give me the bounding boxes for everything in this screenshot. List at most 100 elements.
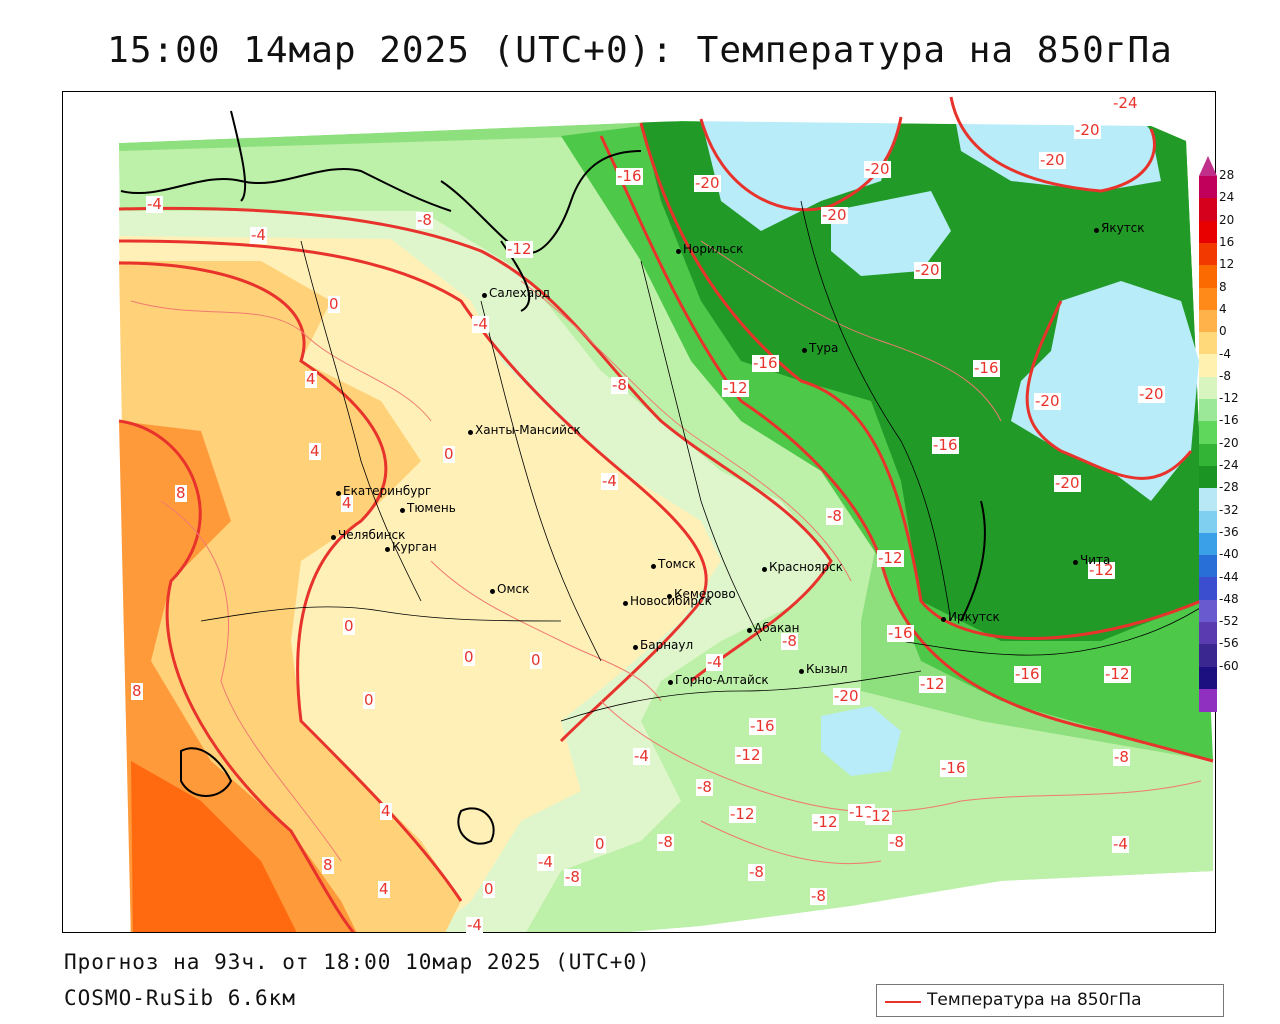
isotherm-label: -4 (706, 653, 723, 671)
colorbar-top-arrow (1199, 156, 1217, 176)
isotherm-label: -4 (146, 195, 163, 213)
legend: Температура на 850гПа (876, 984, 1224, 1017)
city-marker (1073, 560, 1078, 565)
city-marker (331, 535, 336, 540)
legend-label: Температура на 850гПа (927, 990, 1142, 1010)
isotherm-label: -12 (506, 240, 533, 258)
city-marker (941, 617, 946, 622)
isotherm-label: 0 (483, 880, 495, 898)
isotherm-label: -8 (781, 632, 798, 650)
city-label: Екатеринбург (343, 484, 432, 498)
colorbar-tick-label: -32 (1219, 502, 1239, 517)
isotherm-label: 4 (305, 370, 317, 388)
isotherm-label: 4 (378, 880, 390, 898)
isotherm-label: -20 (821, 206, 848, 224)
city-label: Тура (809, 341, 839, 355)
colorbar-tick-label: -36 (1219, 524, 1239, 539)
temperature-map (63, 92, 1215, 932)
city-marker (633, 645, 638, 650)
city-label: Иркутск (948, 610, 1000, 624)
city-label: Абакан (754, 621, 800, 635)
city-label: Ханты-Мансийск (475, 423, 581, 437)
isotherm-label: -4 (1112, 835, 1129, 853)
colorbar-segment (1199, 555, 1217, 578)
city-label: Якутск (1101, 221, 1145, 235)
outside-domain-bottom (629, 871, 1215, 932)
city-marker (1094, 228, 1099, 233)
city-label: Челябинск (338, 528, 406, 542)
colorbar-tick-label: 28 (1219, 168, 1235, 183)
isotherm-label: -20 (1034, 392, 1061, 410)
isotherm-label: -20 (914, 261, 941, 279)
isotherm-label: -20 (1138, 385, 1165, 403)
colorbar-segment (1199, 510, 1217, 534)
isotherm-label: -8 (748, 863, 765, 881)
admin-borders (200, 200, 1212, 722)
colorbar-tick-label: 0 (1219, 324, 1227, 339)
colorbar-tick-label: 16 (1219, 235, 1235, 250)
isotherm-label: -12 (722, 379, 749, 397)
isotherm-label: 4 (341, 494, 353, 512)
city-label: Кызыл (806, 662, 848, 676)
isotherm-label: 0 (443, 445, 455, 463)
isotherm-label: 4 (380, 802, 392, 820)
zone-minus16 (641, 121, 1201, 641)
isotherm-label: -16 (973, 359, 1000, 377)
city-label: Чита (1080, 553, 1111, 567)
colorbar-segment (1199, 265, 1217, 288)
isotherms-major (118, 96, 1214, 932)
isotherm-label: -12 (1104, 665, 1131, 683)
zone-minus20-a (701, 116, 901, 231)
isotherm-label: -4 (601, 472, 618, 490)
colorbar-tick-label: -20 (1219, 435, 1239, 450)
city-label: Омск (497, 582, 530, 596)
isotherm-label: 0 (463, 648, 475, 666)
colorbar-tick-label: -60 (1219, 658, 1239, 673)
city-label: Тюмень (407, 501, 456, 515)
colorbar-segment (1199, 376, 1217, 400)
colorbar-tick-label: -8 (1219, 368, 1231, 383)
colorbar-segment (1199, 287, 1217, 311)
isotherm-label: -12 (865, 807, 892, 825)
city-label: Барнаул (640, 638, 694, 652)
city-marker (490, 589, 495, 594)
isotherm-label: -20 (833, 687, 860, 705)
city-label: Горно-Алтайск (675, 673, 769, 687)
colorbar-segment (1199, 220, 1217, 244)
city-marker (468, 430, 473, 435)
colorbar-segment (1199, 354, 1217, 378)
zone-minus20-e (821, 706, 901, 776)
isotherm-label: -20 (1074, 121, 1101, 139)
temperature-colorbar: 28 24 20 16 12 8 4 0 -4 -8 -12 -16 -20 -24 -28 -32 -36 -4… (1199, 156, 1279, 712)
city-marker (676, 249, 681, 254)
colorbar-segment (1199, 488, 1217, 511)
isotherm-label: 0 (363, 691, 375, 709)
city-label: Кемерово (674, 587, 736, 601)
city-marker (651, 564, 656, 569)
isotherm-label: 8 (322, 856, 334, 874)
city-marker (482, 293, 487, 298)
isotherm-label: -16 (940, 759, 967, 777)
colorbar-segment (1199, 688, 1217, 712)
isotherm-label: -16 (749, 717, 776, 735)
isotherm-label: -8 (416, 211, 433, 229)
isotherm-label: -4 (633, 747, 650, 765)
isotherm-label: 0 (594, 835, 606, 853)
isotherm-label: 4 (309, 442, 321, 460)
city-marker (623, 601, 628, 606)
legend-line-swatch (885, 1001, 921, 1003)
isotherm-label: -4 (472, 315, 489, 333)
isotherm-label: -16 (1014, 665, 1041, 683)
city-label: Новосибирск (630, 594, 712, 608)
colorbar-segment (1199, 332, 1217, 355)
isotherm-label: -4 (466, 916, 483, 934)
city-label: Салехард (489, 286, 551, 300)
colorbar-segment (1199, 622, 1217, 645)
city-label: Курган (392, 540, 437, 554)
map-title: 15:00 14мар 2025 (UTC+0): Температура на… (107, 30, 1173, 71)
forecast-info: Прогноз на 93ч. от 18:00 10мар 2025 (UTC… (64, 950, 651, 974)
isotherm-label: -8 (1113, 748, 1130, 766)
zone-minus20-c (831, 191, 951, 276)
isotherm-label: -16 (887, 624, 914, 642)
isotherm-label: -12 (877, 549, 904, 567)
